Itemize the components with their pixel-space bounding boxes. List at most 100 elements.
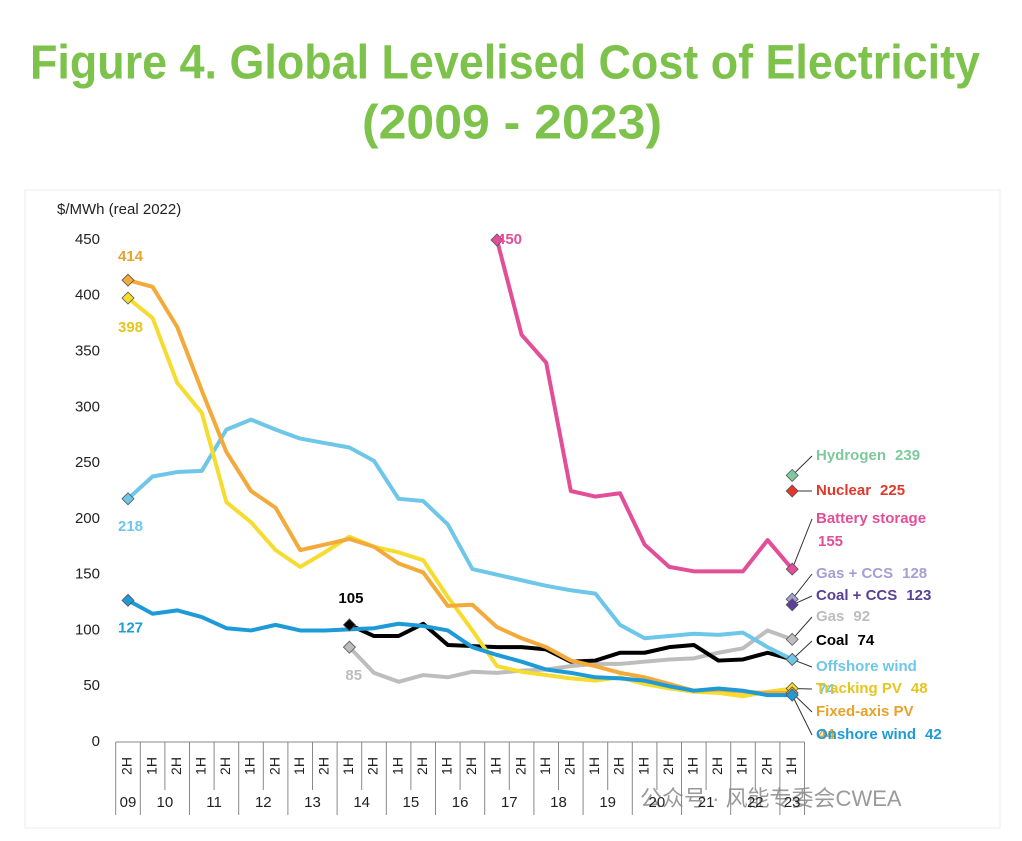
- x-tick-label: 2H: [562, 757, 578, 775]
- x-tick-label: 1H: [242, 757, 258, 775]
- marker: [342, 618, 356, 632]
- series-line: [495, 239, 794, 574]
- year-label: 12: [255, 794, 272, 811]
- series-line: [348, 621, 793, 664]
- y-tick-label: 200: [75, 510, 100, 527]
- marker: [121, 593, 135, 607]
- y-tick-label: 0: [92, 733, 100, 750]
- leader-line: [791, 573, 813, 600]
- marker: [785, 632, 799, 646]
- year-label: 10: [157, 794, 174, 811]
- x-tick-label: 1H: [783, 757, 799, 775]
- marker: [785, 562, 799, 576]
- end-name-label: Hydrogen: [816, 447, 886, 464]
- leader-line: [791, 694, 813, 736]
- start-value-label: 414: [118, 248, 144, 265]
- y-axis-label: $/MWh (real 2022): [57, 201, 181, 218]
- x-tick-label: 2H: [512, 757, 528, 775]
- x-tick-label: 2H: [611, 757, 627, 775]
- year-label: 09: [120, 794, 137, 811]
- year-label: 23: [784, 794, 801, 811]
- year-label: 11: [206, 794, 222, 811]
- x-tick-label: 1H: [586, 757, 602, 775]
- end-name-label: Gas: [816, 608, 844, 625]
- y-tick-label: 150: [75, 566, 100, 583]
- y-tick-label: 250: [75, 454, 100, 471]
- marker: [342, 640, 356, 654]
- y-tick-label: 400: [75, 287, 100, 304]
- marker: [785, 484, 799, 498]
- end-name-label: Fixed-axis PV: [816, 703, 914, 720]
- marker: [785, 468, 799, 482]
- marker: [785, 652, 799, 667]
- x-tick-label: 2H: [660, 757, 676, 775]
- watermark: 公众号 · 风能专委会CWEA: [640, 786, 902, 811]
- end-name-label: Gas + CCS: [816, 565, 893, 582]
- start-value-label: 85: [345, 667, 362, 684]
- end-name-label: Offshore wind: [816, 658, 917, 675]
- y-tick-label: 350: [75, 343, 100, 360]
- end-value-label: 42: [925, 726, 942, 743]
- end-value-label: 48: [911, 680, 928, 697]
- end-value-label: 74: [818, 681, 835, 698]
- end-value-label: 44: [818, 726, 835, 743]
- start-value-label: 450: [497, 231, 522, 248]
- x-tick-label: 1H: [685, 757, 701, 775]
- x-tick-label: 1H: [734, 757, 750, 775]
- marker: [121, 291, 135, 305]
- y-tick-label: 450: [75, 231, 100, 248]
- year-label: 17: [501, 794, 518, 811]
- end-value-label: 74: [858, 632, 875, 649]
- end-value-label: 128: [902, 565, 927, 582]
- y-tick-label: 300: [75, 398, 100, 415]
- start-value-label: 105: [338, 590, 363, 607]
- x-tick-label: 2H: [217, 757, 233, 775]
- x-tick-label: 2H: [119, 757, 135, 775]
- series-line: [127, 278, 793, 695]
- series-line: [126, 417, 794, 662]
- marker: [121, 492, 135, 506]
- x-tick-label: 2H: [414, 757, 430, 775]
- x-tick-label: 2H: [168, 757, 184, 775]
- end-name-label: Battery storage: [816, 510, 926, 527]
- y-tick-label: 50: [83, 677, 100, 694]
- chart-title: Figure 4. Global Levelised Cost of Elect…: [30, 37, 980, 90]
- end-name-label: Onshore wind: [816, 726, 916, 743]
- marker: [785, 598, 799, 612]
- x-tick-label: 2H: [316, 757, 332, 775]
- year-label: 13: [304, 794, 321, 811]
- series-line: [127, 598, 793, 698]
- year-label: 18: [550, 794, 567, 811]
- x-tick-label: 2H: [709, 757, 725, 775]
- x-tick-label: 2H: [758, 757, 774, 775]
- x-tick-label: 2H: [463, 757, 479, 775]
- x-tick-label: 1H: [537, 757, 553, 775]
- year-label: 20: [649, 794, 666, 811]
- start-value-label: 218: [118, 518, 143, 535]
- x-tick-label: 1H: [291, 757, 307, 775]
- x-tick-label: 1H: [193, 757, 209, 775]
- marker: [785, 688, 799, 702]
- year-label: 14: [353, 794, 370, 811]
- x-tick-label: 2H: [266, 757, 282, 775]
- year-label: 19: [599, 794, 616, 811]
- end-value-label: 239: [895, 447, 920, 464]
- end-name-label: Coal: [816, 632, 849, 649]
- x-tick-label: 1H: [439, 757, 455, 775]
- x-tick-label: 2H: [365, 757, 381, 775]
- x-tick-label: 1H: [389, 757, 405, 775]
- end-name-label: Coal + CCS: [816, 587, 897, 604]
- year-label: 22: [747, 794, 764, 811]
- x-tick-label: 1H: [488, 757, 504, 775]
- end-name-label: Tracking PV: [816, 680, 902, 697]
- year-label: 21: [698, 794, 715, 811]
- end-name-label: Nuclear: [816, 482, 871, 499]
- leader-line: [791, 518, 813, 570]
- end-value-label: 225: [880, 482, 905, 499]
- y-tick-label: 100: [75, 621, 100, 638]
- x-tick-label: 1H: [635, 757, 651, 775]
- start-value-label: 127: [118, 619, 143, 636]
- leader-line: [791, 616, 813, 640]
- series-line: [347, 628, 793, 684]
